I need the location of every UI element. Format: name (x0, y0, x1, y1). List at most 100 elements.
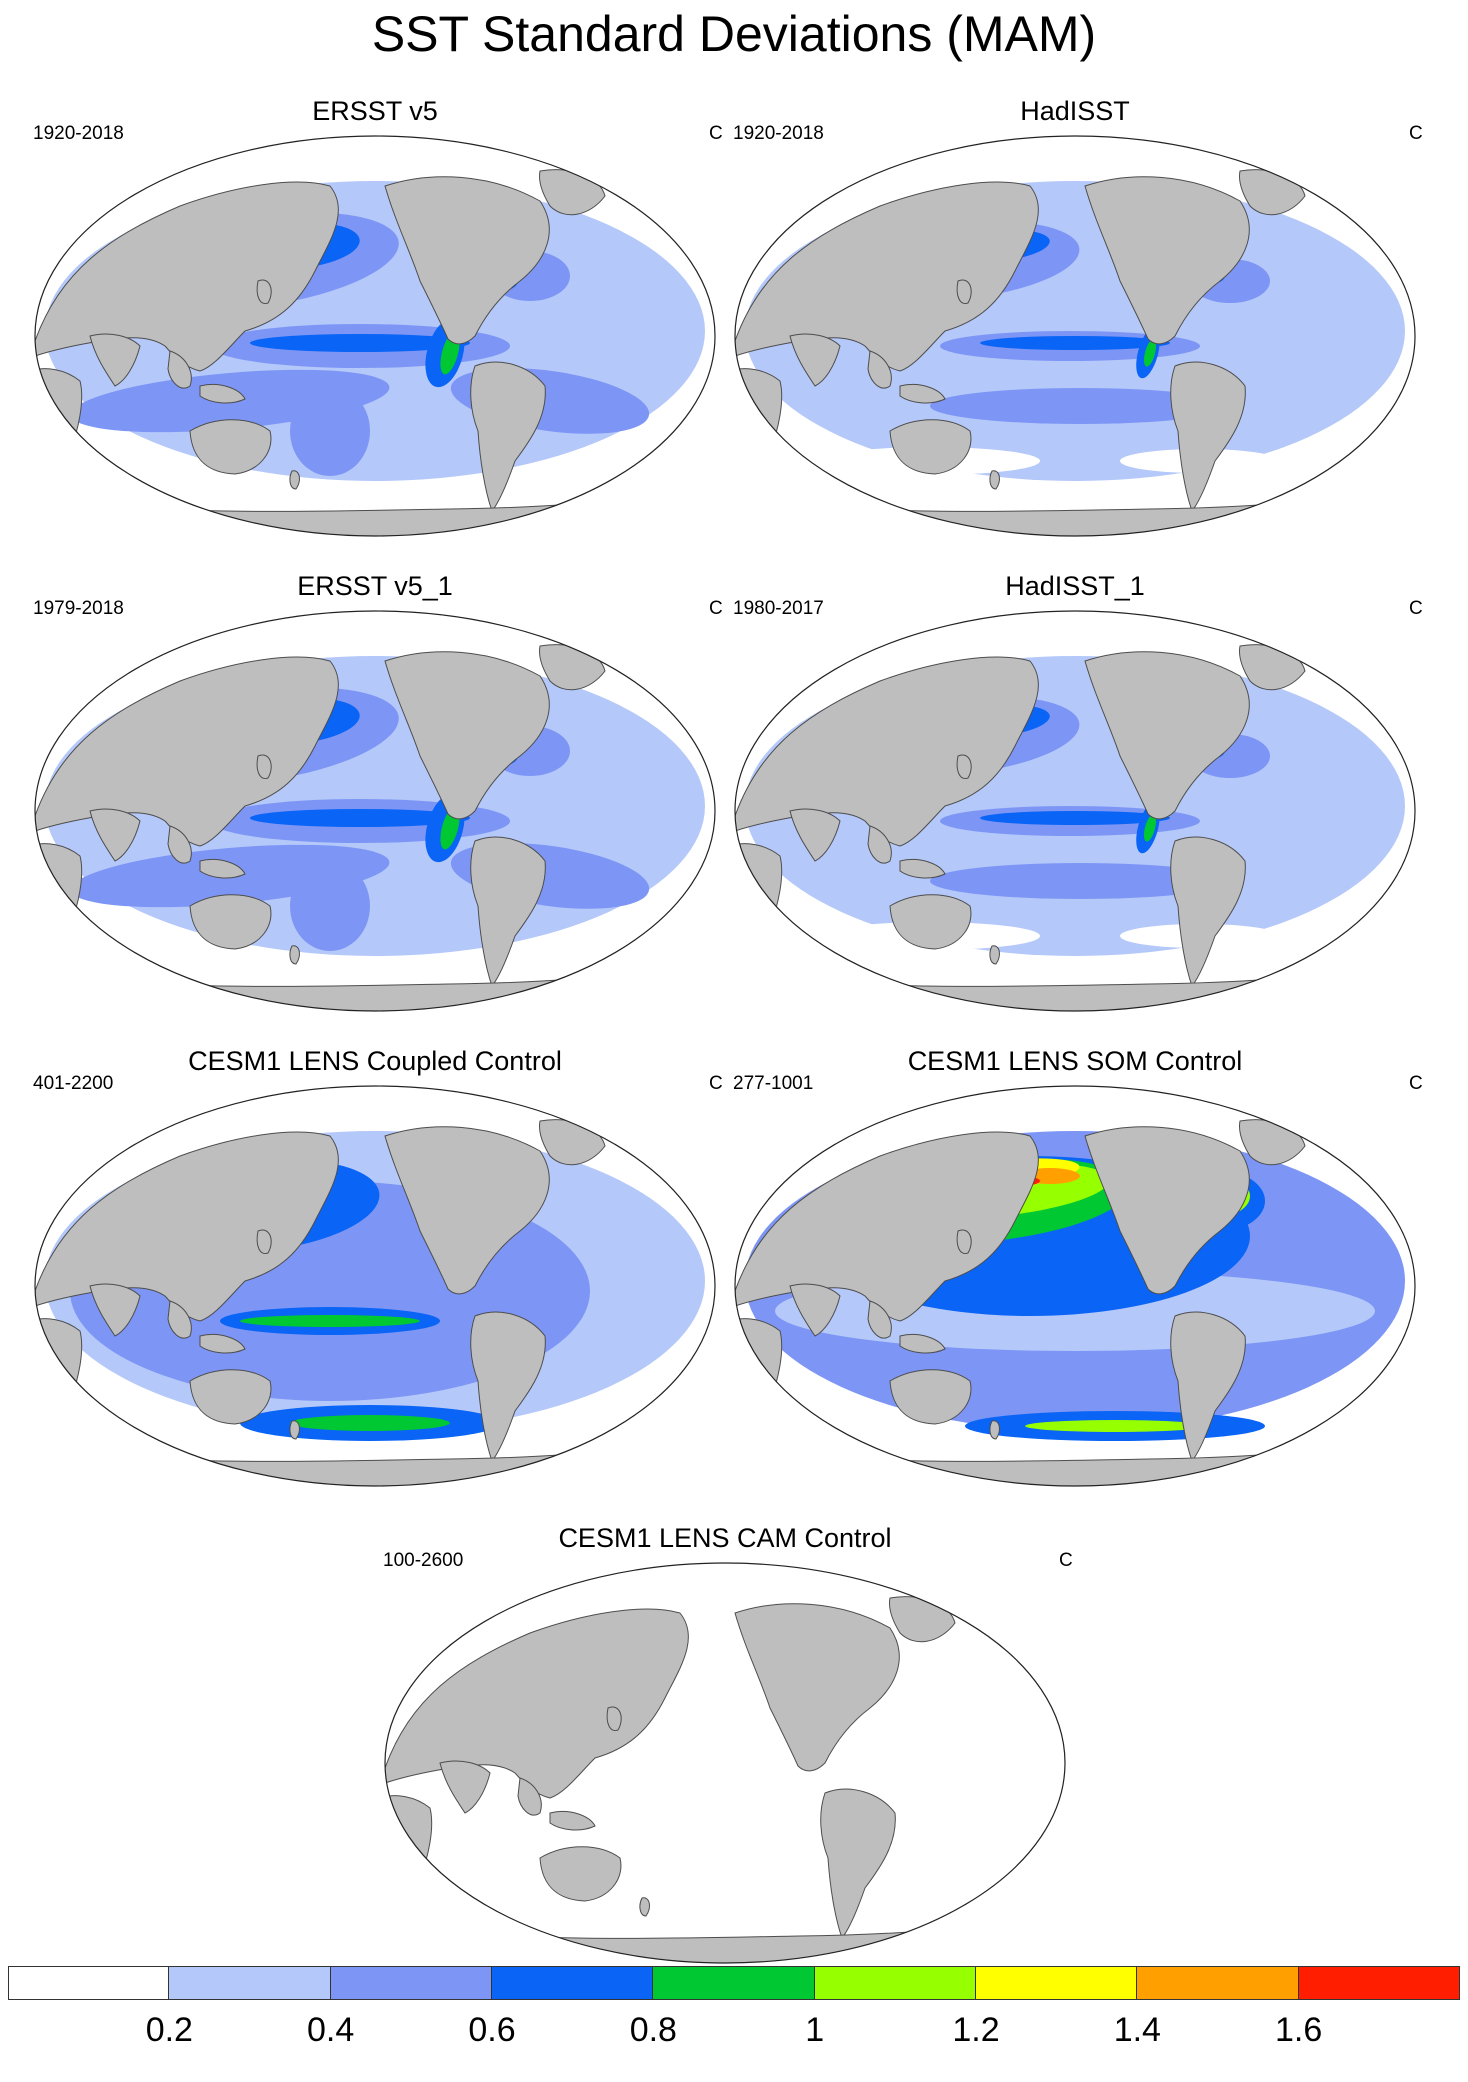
land-mass (820, 1788, 896, 1940)
map-border (34, 610, 716, 1012)
map-border (34, 1085, 716, 1487)
land-mass (989, 1420, 1000, 1440)
colorbar-swatch (653, 1966, 815, 2000)
land-mass (735, 656, 1039, 847)
sst-map (734, 1085, 1416, 1487)
land-mass (439, 1760, 491, 1814)
colorbar-label: 0.6 (468, 2011, 516, 2049)
land-mass (1170, 1311, 1246, 1463)
land-mass (1084, 1126, 1250, 1295)
map-panel: ERSST v5_1 1979-2018 C (25, 570, 725, 1015)
land-mass (956, 1229, 972, 1255)
land-mass (889, 1369, 972, 1425)
panel-years: 1920-2018 (733, 123, 824, 144)
land-mass (470, 1311, 546, 1463)
sst-contour-band (250, 809, 470, 827)
colorbar-swatch (169, 1966, 331, 2000)
land-mass (989, 945, 1000, 965)
land-mass (199, 859, 246, 879)
land-mass (167, 825, 192, 864)
colorbar-label: 1.6 (1275, 2011, 1323, 2049)
land-mass (867, 1300, 892, 1339)
land-mass (989, 470, 1000, 490)
land-mass (289, 945, 300, 965)
sst-map (734, 135, 1416, 537)
map-border (734, 1085, 1416, 1487)
land-mass (199, 1334, 246, 1354)
land-mass (889, 894, 972, 950)
land-mass (167, 1300, 192, 1339)
colorbar-label: 0.2 (145, 2011, 193, 2049)
land-mass (735, 181, 1039, 372)
map-panel: HadISST 1920-2018 C (725, 95, 1425, 540)
land-mass (1170, 836, 1246, 988)
sst-map (384, 1562, 1066, 1964)
land-mass (167, 350, 192, 389)
map-border (384, 1562, 1066, 1964)
land-mass (735, 843, 783, 972)
land-mass (35, 368, 83, 497)
land-mass (89, 808, 141, 862)
map-panel: CESM1 LENS Coupled Control 401-2200 C (25, 1045, 725, 1490)
land-mass (35, 656, 339, 847)
panel-title: CESM1 LENS SOM Control (907, 1046, 1243, 1076)
land-mass (735, 1318, 783, 1447)
colorbar-label: 0.8 (629, 2011, 677, 2049)
land-mass (89, 1283, 141, 1337)
land-mass (35, 1131, 339, 1322)
sst-contour-band (1143, 339, 1157, 367)
land-mass (470, 836, 546, 988)
land-mass (35, 1318, 83, 1447)
land-mass (384, 1126, 550, 1295)
sst-map (34, 135, 716, 537)
panel-title: ERSST v5_1 (297, 571, 453, 601)
colorbar-label: 1.4 (1113, 2011, 1161, 2049)
sst-contour-band (1025, 1420, 1205, 1432)
sst-contour-band (290, 1415, 450, 1431)
colorbar: 0.2 0.4 0.6 0.8 1 1.2 1.4 1.6 (8, 1966, 1460, 2076)
land-mass (734, 1603, 900, 1772)
sst-contour-band (980, 336, 1170, 350)
panel-years: 1979-2018 (33, 598, 124, 619)
sst-contour-band (290, 386, 370, 476)
panel-title: CESM1 LENS Coupled Control (188, 1046, 562, 1076)
map-panel: HadISST_1 1980-2017 C (725, 570, 1425, 1015)
colorbar-swatch (1137, 1966, 1299, 2000)
colorbar-swatch (330, 1966, 492, 2000)
land-mass (789, 1283, 841, 1337)
colorbar-label: 0.4 (307, 2011, 355, 2049)
sst-contour-band (930, 863, 1230, 899)
land-mass (384, 651, 550, 820)
land-mass (189, 894, 272, 950)
panel-units: C (709, 123, 723, 144)
land-mass (899, 384, 946, 404)
land-mass (385, 1795, 433, 1924)
land-mass (256, 279, 272, 305)
colorbar-swatch (1298, 1966, 1460, 2000)
map-panel: CESM1 LENS CAM Control 100-2600 C (375, 1522, 1075, 1967)
panel-units: C (709, 1073, 723, 1094)
land-mass (35, 181, 339, 372)
land-mass (89, 333, 141, 387)
land-mass (517, 1777, 542, 1816)
panel-title: HadISST_1 (1005, 571, 1145, 601)
map-border (734, 610, 1416, 1012)
land-mass (1170, 361, 1246, 513)
land-mass (470, 361, 546, 513)
map-border (34, 135, 716, 537)
land-mass (35, 843, 83, 972)
sst-map (34, 1085, 716, 1487)
land-mass (199, 384, 246, 404)
sst-contour-band (1143, 814, 1157, 842)
land-mass (256, 1229, 272, 1255)
panel-units: C (709, 598, 723, 619)
panel-years: 401-2200 (33, 1073, 114, 1094)
panel-units: C (1409, 598, 1423, 619)
panel-years: 1920-2018 (33, 123, 124, 144)
land-mass (289, 1420, 300, 1440)
sst-contour-band (240, 1315, 420, 1327)
sst-contour-band (250, 334, 470, 352)
panel-units: C (1409, 1073, 1423, 1094)
colorbar-label: 1.2 (952, 2011, 1000, 2049)
panel-units: C (1409, 123, 1423, 144)
